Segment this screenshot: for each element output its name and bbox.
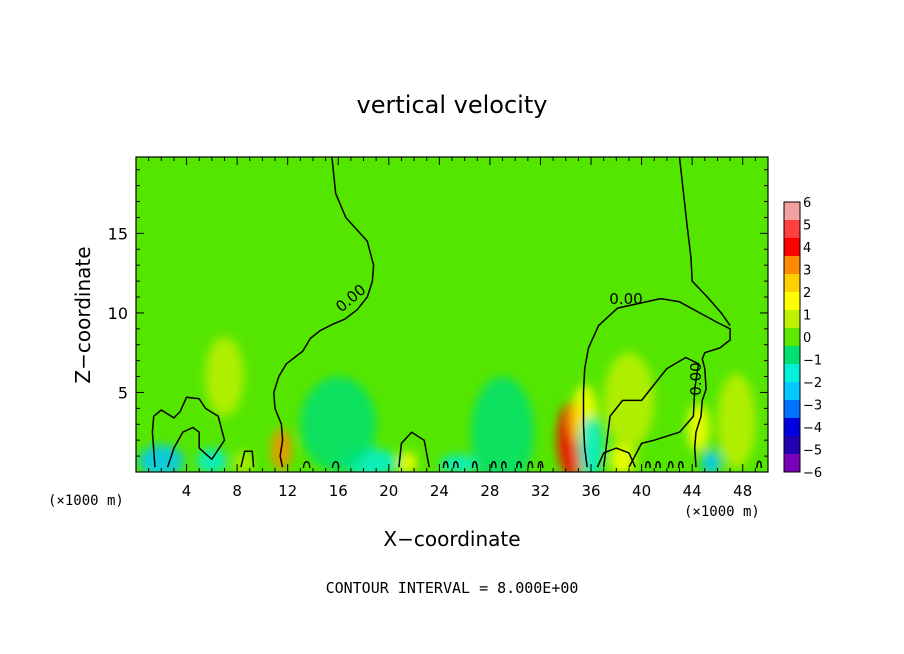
colorbar-swatch — [784, 382, 800, 401]
x-tick-label: 48 — [733, 482, 752, 500]
contour-loop — [677, 461, 684, 469]
colorbar-swatch — [784, 274, 800, 293]
y-tick-label: 15 — [108, 224, 128, 243]
x-tick-label: 28 — [480, 482, 499, 500]
velocity-cell — [439, 454, 478, 472]
velocity-cell — [701, 449, 722, 472]
y-axis-ticks: 5 10 15 — [108, 169, 768, 457]
colorbar-swatch — [784, 400, 800, 419]
contour-loop — [756, 460, 763, 469]
velocity-cell — [205, 336, 244, 417]
colorbar-swatch — [784, 310, 800, 329]
x-unit-left: (×1000 m) — [48, 493, 124, 509]
contour-line — [240, 450, 255, 468]
colorbar-label: −6 — [803, 466, 822, 481]
colorbar-label: 5 — [803, 219, 811, 234]
contour-loop — [490, 461, 497, 469]
y-tick-label: 5 — [118, 383, 128, 402]
chart-title: vertical velocity — [357, 91, 548, 119]
colorbar-swatch — [784, 238, 800, 257]
contour-loop — [442, 461, 449, 469]
colorbar-label: −3 — [803, 399, 822, 414]
contour-loop — [645, 461, 651, 469]
contour-lines — [151, 157, 763, 469]
x-tick-label: 32 — [531, 482, 550, 500]
colorbar-label: −2 — [803, 376, 822, 391]
contour-loop — [516, 461, 522, 469]
colorbar-label: −1 — [803, 354, 822, 369]
x-tick-label: 24 — [430, 482, 449, 500]
contour-loop — [537, 461, 544, 469]
x-unit-right: (×1000 m) — [684, 504, 760, 520]
colorbar-swatch — [784, 256, 800, 275]
x-tick-label: 4 — [182, 482, 192, 500]
colorbar-label: 6 — [803, 196, 811, 211]
colorbar-label: 2 — [803, 286, 811, 301]
x-tick-label: 12 — [278, 482, 297, 500]
colorbar-label: 0 — [803, 331, 811, 346]
velocity-field — [138, 336, 756, 472]
colorbar-swatch — [784, 346, 800, 365]
contour-loop — [655, 461, 661, 469]
velocity-cell — [578, 416, 604, 472]
contour-loop — [667, 461, 674, 469]
x-tick-label: 40 — [632, 482, 651, 500]
contour-loop — [527, 461, 534, 469]
colorbar: 6 5 4 3 2 1 0 −1 −2 −3 −4 −5 −6 — [783, 196, 822, 481]
colorbar-swatch — [784, 292, 800, 311]
x-axis-ticks: 4 8 12 16 20 24 28 32 36 40 44 48 — [148, 157, 756, 500]
contour-loop — [302, 461, 311, 469]
contour-loop — [471, 461, 478, 469]
colorbar-frame — [783, 201, 801, 473]
colorbar-label: 1 — [803, 309, 811, 324]
velocity-cell — [610, 443, 636, 472]
contour-label: 0.00 — [687, 362, 705, 395]
contour-interval-footer: CONTOUR INTERVAL = 8.000E+00 — [326, 579, 579, 597]
contour-loop — [452, 461, 459, 469]
contour-line — [602, 356, 700, 468]
colorbar-swatch — [784, 328, 800, 347]
x-tick-label: 44 — [683, 482, 702, 500]
contour-loop — [500, 461, 507, 469]
x-tick-label: 16 — [329, 482, 348, 500]
velocity-cell — [300, 376, 377, 472]
x-axis-label: X−coordinate — [383, 527, 520, 551]
velocity-cell — [687, 403, 710, 452]
velocity-cell — [196, 448, 228, 472]
colorbar-swatch — [784, 418, 800, 437]
colorbar-swatch — [784, 436, 800, 455]
y-tick-label: 10 — [108, 304, 128, 323]
colorbar-swatch — [784, 220, 800, 239]
colorbar-swatch — [784, 202, 800, 221]
contour-line — [582, 297, 731, 468]
x-tick-label: 20 — [379, 482, 398, 500]
velocity-cell — [398, 451, 417, 472]
contour-line — [151, 396, 226, 468]
y-axis-label: Z−coordinate — [71, 246, 95, 383]
velocity-cell — [470, 376, 535, 472]
x-tick-label: 36 — [581, 482, 600, 500]
colorbar-label: −5 — [803, 444, 822, 459]
velocity-cell — [234, 451, 253, 472]
contour-label: 0.00 — [609, 290, 642, 308]
plot-background — [136, 157, 768, 472]
colorbar-label: 4 — [803, 241, 811, 256]
colorbar-swatch — [784, 364, 800, 383]
contour-line — [596, 447, 636, 468]
contour-line — [678, 157, 731, 327]
x-tick-label: 8 — [232, 482, 242, 500]
colorbar-label: 3 — [803, 264, 811, 279]
colorbar-swatch — [784, 454, 800, 473]
colorbar-label: −4 — [803, 421, 822, 436]
velocity-cell — [717, 373, 756, 469]
contour-line — [398, 431, 430, 468]
contour-line — [273, 157, 375, 468]
